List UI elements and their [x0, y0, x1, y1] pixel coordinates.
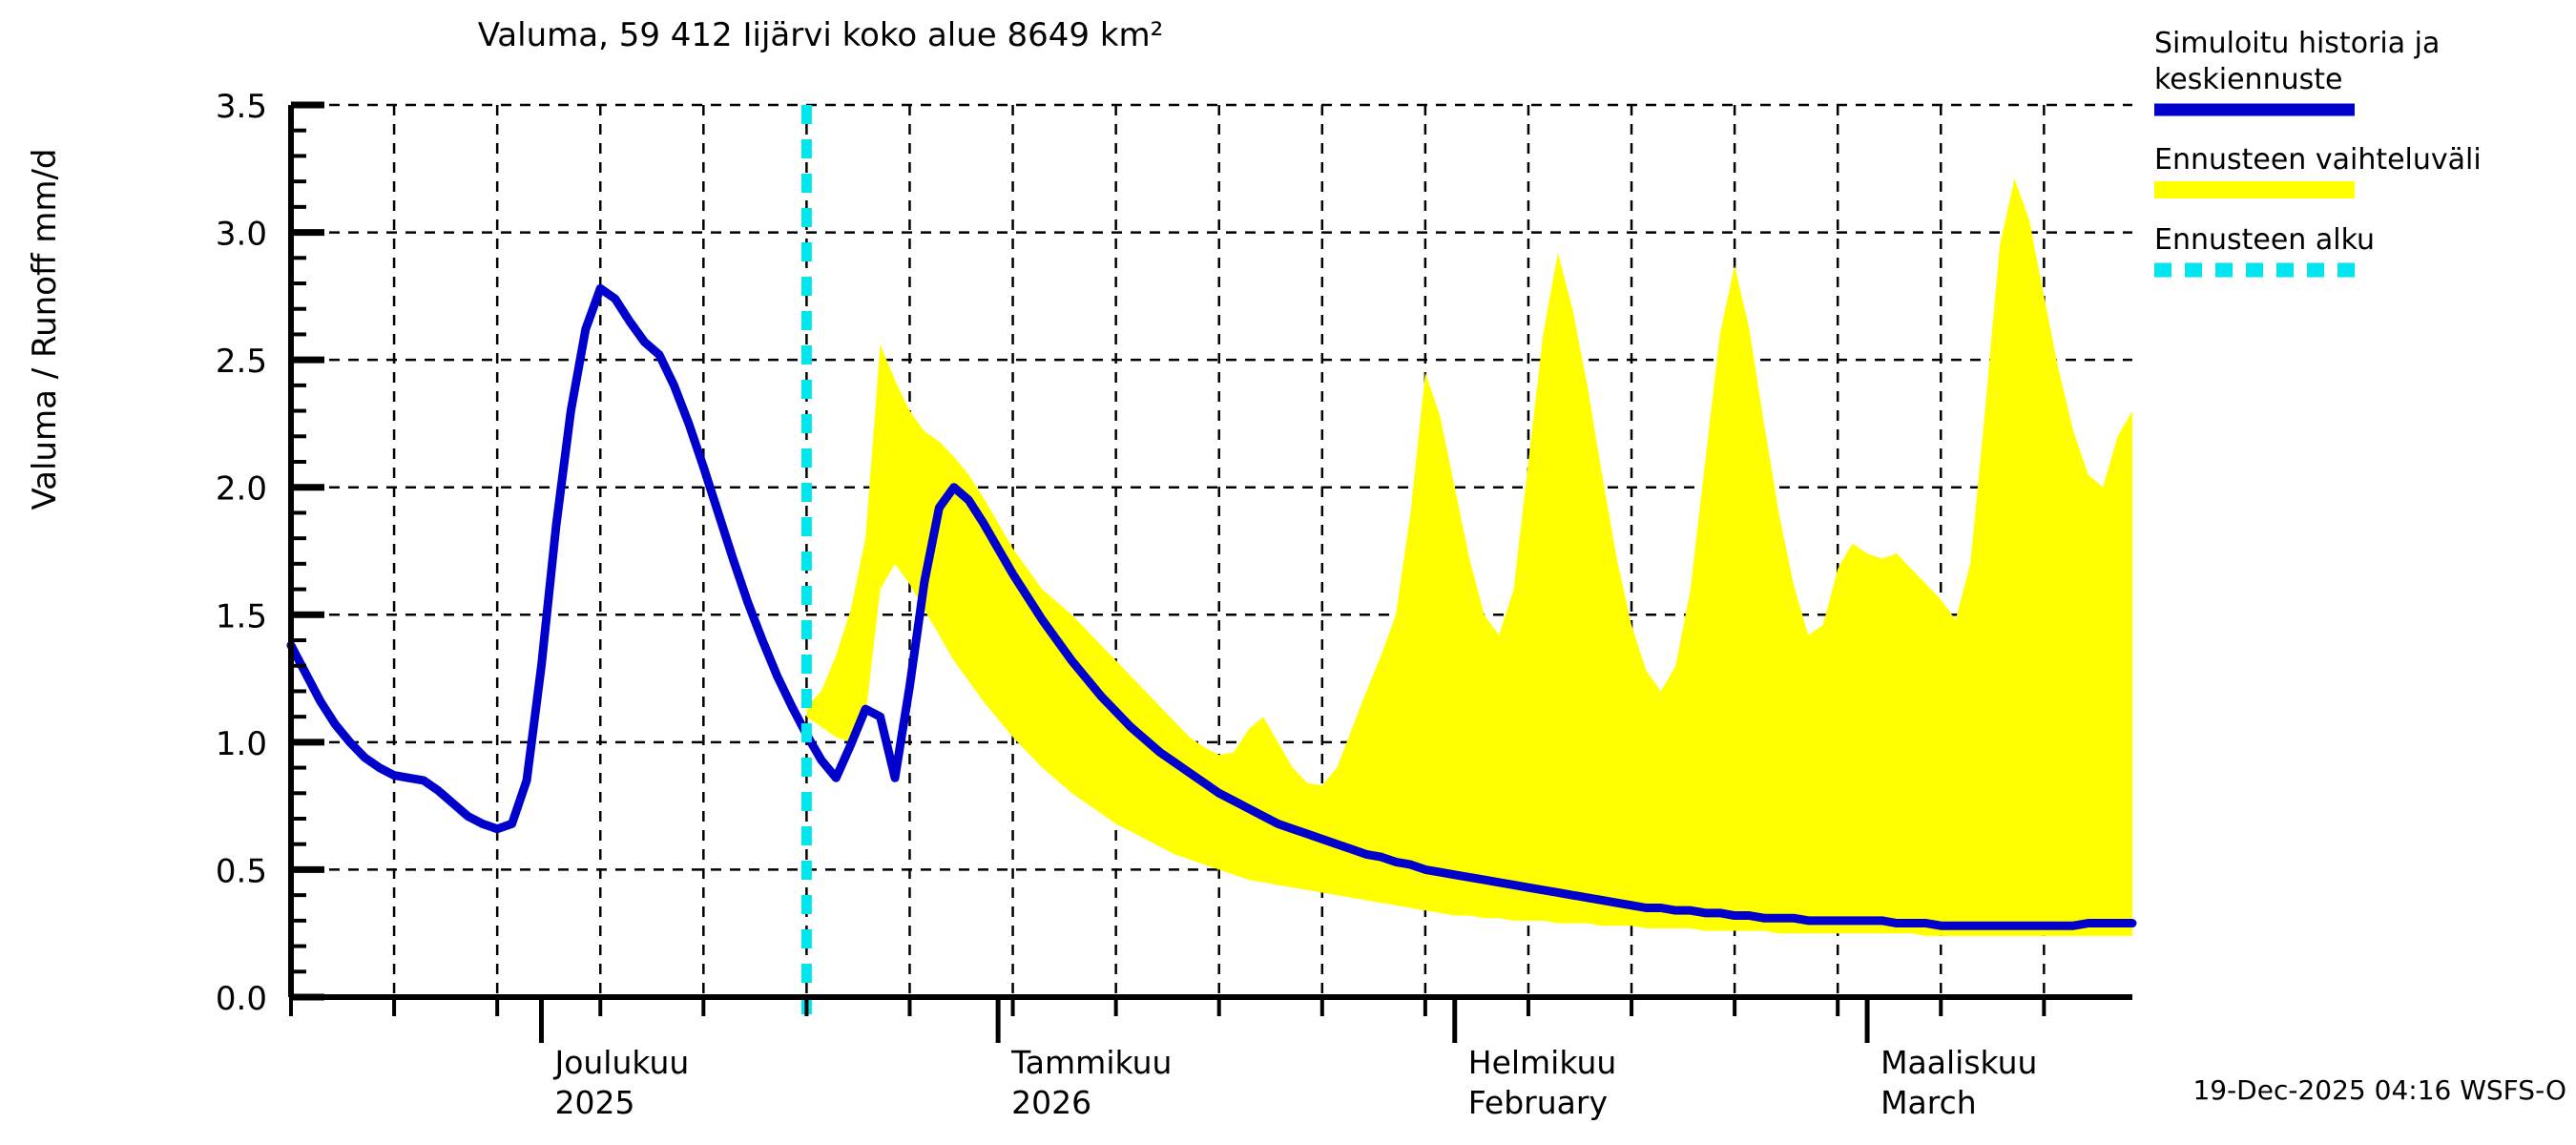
x-month-label: Maaliskuu [1880, 1044, 2037, 1081]
y-tick-label: 3.5 [216, 88, 267, 126]
y-tick-label: 1.5 [216, 597, 267, 635]
y-tick-label: 3.0 [216, 216, 267, 254]
axes [288, 101, 2132, 1016]
x-month-sublabel: February [1468, 1084, 1608, 1121]
x-month-label: Tammikuu [1010, 1044, 1172, 1081]
y-tick-label: 0.5 [216, 852, 267, 890]
legend-label: Ennusteen alku [2154, 223, 2375, 257]
y-tick-label: 1.0 [216, 725, 267, 763]
forecast-range-band [806, 178, 2132, 936]
x-month-sublabel: 2025 [554, 1084, 634, 1121]
legend-label: Ennusteen vaihteluväli [2154, 143, 2482, 177]
legend-swatch-band [2154, 181, 2355, 198]
y-tick-label: 2.0 [216, 470, 267, 509]
y-tick-label: 0.0 [216, 980, 267, 1018]
x-month-label: Helmikuu [1468, 1044, 1617, 1081]
x-month-label: Joulukuu [552, 1044, 689, 1081]
x-month-sublabel: 2026 [1011, 1084, 1091, 1121]
y-axis-tick-labels: 0.0 0.5 1.0 1.5 2.0 2.5 3.0 3.5 [216, 88, 267, 1018]
x-month-sublabel: March [1880, 1084, 1977, 1121]
legend-label-line2: keskiennuste [2154, 63, 2342, 96]
legend-label: Simuloitu historia ja [2154, 27, 2440, 60]
y-axis-title: Valuma / Runoff mm/d [26, 149, 64, 510]
simulated-history-line [286, 283, 2137, 930]
timestamp-stamp: 19-Dec-2025 04:16 WSFS-O [2192, 1074, 2566, 1106]
y-tick-label: 2.5 [216, 343, 267, 381]
chart-title: Valuma, 59 412 Iijärvi koko alue 8649 km… [478, 16, 1164, 54]
